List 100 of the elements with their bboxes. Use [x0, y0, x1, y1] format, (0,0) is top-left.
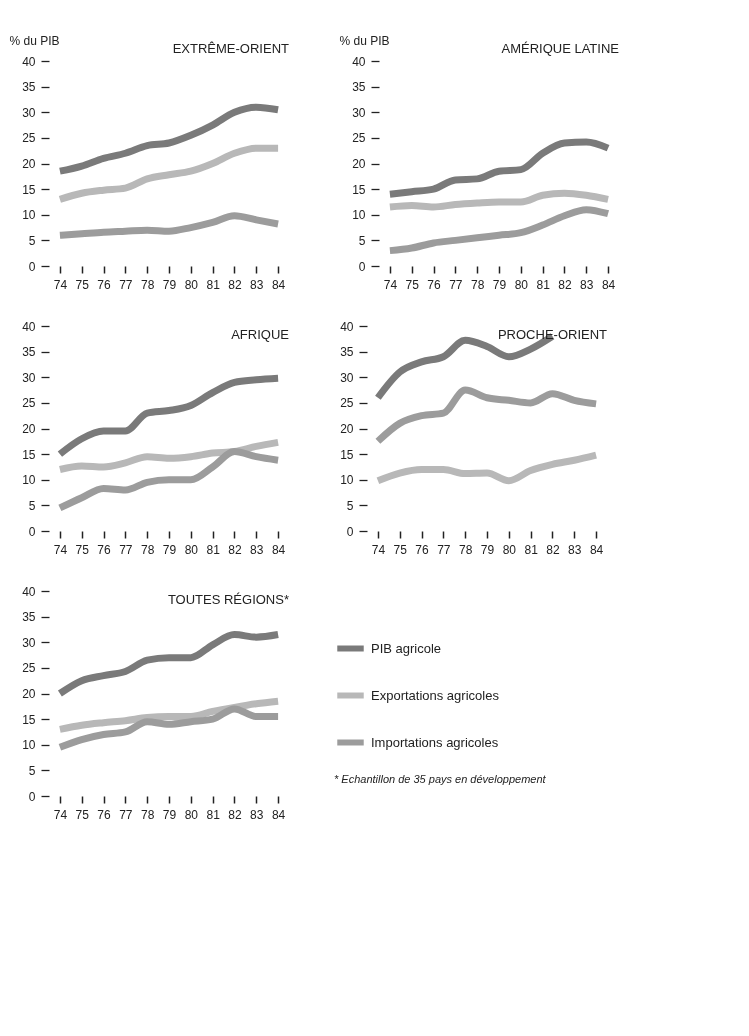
y-tick-label: 20: [352, 157, 366, 171]
y-tick-label: 10: [340, 473, 354, 488]
x-tick-label: 75: [75, 807, 90, 822]
x-tick-label: 76: [97, 807, 112, 822]
y-tick-label: 20: [22, 687, 36, 701]
x-tick-label: 82: [228, 277, 242, 292]
y-tick-label: 40: [22, 584, 36, 599]
y-tick-label: 15: [22, 447, 36, 462]
y-axis-title: % du PIB: [9, 33, 60, 48]
y-tick-label: 5: [358, 233, 366, 248]
x-tick-label: 80: [184, 277, 199, 292]
x-tick-label: 84: [271, 277, 286, 292]
x-tick-label: 80: [184, 807, 199, 822]
x-tick-label: 76: [97, 542, 112, 557]
x-tick-label: 77: [119, 807, 133, 822]
x-tick-label: 83: [250, 807, 264, 822]
x-tick-label: 77: [119, 542, 133, 557]
x-tick-label: 78: [141, 277, 155, 292]
chart-title: EXTRÊME-ORIENT: [172, 41, 290, 56]
x-tick-label: 84: [589, 542, 604, 557]
x-tick-label: 74: [53, 277, 68, 292]
x-tick-label: 74: [53, 807, 68, 822]
x-tick-label: 77: [437, 542, 451, 557]
x-tick-label: 75: [405, 277, 420, 292]
x-tick-label: 81: [524, 542, 539, 557]
x-tick-label: 81: [536, 277, 551, 292]
y-tick-label: 40: [340, 319, 354, 334]
x-tick-label: 78: [471, 277, 485, 292]
x-tick-label: 75: [75, 542, 90, 557]
y-tick-label: 10: [22, 473, 36, 488]
y-tick-label: 30: [340, 370, 354, 385]
y-tick-label: 0: [28, 259, 36, 274]
y-tick-label: 40: [352, 54, 366, 69]
x-tick-label: 76: [427, 277, 442, 292]
y-tick-label: 0: [346, 524, 354, 539]
y-tick-label: 0: [28, 789, 36, 804]
x-tick-label: 74: [383, 277, 398, 292]
y-tick-label: 35: [22, 610, 36, 625]
x-tick-label: 83: [250, 277, 264, 292]
chart-title: AMÉRIQUE LATINE: [501, 41, 620, 56]
x-tick-label: 84: [601, 277, 616, 292]
y-tick-label: 20: [340, 422, 354, 436]
y-tick-label: 40: [22, 54, 36, 69]
chart-title: TOUTES RÉGIONS*: [167, 592, 289, 607]
x-tick-label: 76: [97, 277, 112, 292]
chart-title: AFRIQUE: [231, 327, 290, 342]
y-tick-label: 20: [22, 157, 36, 171]
x-tick-label: 82: [546, 542, 560, 557]
x-tick-label: 80: [514, 277, 529, 292]
x-tick-label: 79: [162, 807, 177, 822]
y-tick-label: 40: [22, 319, 36, 334]
x-tick-label: 82: [558, 277, 572, 292]
x-tick-label: 75: [75, 277, 90, 292]
x-tick-label: 81: [206, 277, 221, 292]
x-tick-label: 81: [206, 807, 221, 822]
x-tick-label: 83: [568, 542, 582, 557]
x-tick-label: 76: [415, 542, 430, 557]
x-tick-label: 82: [228, 807, 242, 822]
x-tick-label: 80: [502, 542, 517, 557]
y-tick-label: 25: [352, 131, 366, 146]
x-tick-label: 77: [119, 277, 133, 292]
y-tick-label: 5: [28, 763, 36, 778]
x-tick-label: 83: [250, 542, 264, 557]
y-tick-label: 25: [22, 131, 36, 146]
x-tick-label: 79: [162, 542, 177, 557]
y-tick-label: 30: [22, 105, 36, 120]
text: * Echantillon de 35 pays en développement: [334, 772, 547, 785]
y-tick-label: 15: [352, 182, 366, 197]
y-tick-label: 25: [22, 661, 36, 676]
y-tick-label: 15: [22, 182, 36, 197]
y-tick-label: 35: [22, 345, 36, 360]
x-tick-label: 84: [271, 542, 286, 557]
y-tick-label: 30: [22, 370, 36, 385]
x-tick-label: 78: [459, 542, 473, 557]
x-tick-label: 79: [162, 277, 177, 292]
y-tick-label: 10: [22, 738, 36, 753]
y-tick-label: 10: [22, 208, 36, 223]
x-tick-label: 80: [184, 542, 199, 557]
chart-title: PROCHE-ORIENT: [497, 327, 608, 342]
y-axis-title: % du PIB: [339, 33, 390, 48]
y-tick-label: 30: [22, 635, 36, 650]
x-tick-label: 78: [141, 807, 155, 822]
x-tick-label: 79: [480, 542, 495, 557]
y-tick-label: 5: [346, 498, 354, 513]
x-tick-label: 79: [492, 277, 507, 292]
y-tick-label: 35: [22, 80, 36, 95]
x-tick-label: 84: [271, 807, 286, 822]
x-tick-label: 74: [371, 542, 386, 557]
x-tick-label: 82: [228, 542, 242, 557]
x-tick-label: 83: [580, 277, 594, 292]
legend-label: Importations agricoles: [371, 734, 499, 750]
x-tick-label: 78: [141, 542, 155, 557]
y-tick-label: 35: [340, 345, 354, 360]
y-tick-label: 35: [352, 80, 366, 95]
x-tick-label: 77: [449, 277, 463, 292]
legend-label: Exportations agricoles: [371, 687, 500, 703]
y-tick-label: 10: [352, 208, 366, 223]
x-tick-label: 74: [53, 542, 68, 557]
y-tick-label: 25: [340, 396, 354, 411]
y-tick-label: 0: [358, 259, 366, 274]
